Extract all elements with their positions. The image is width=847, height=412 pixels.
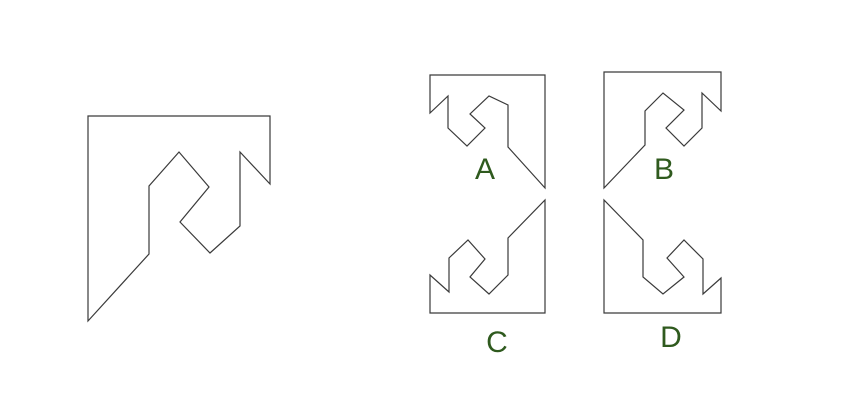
option-d[interactable]: D <box>603 198 722 354</box>
option-d-shape <box>603 198 722 314</box>
option-b-shape <box>603 71 722 190</box>
option-a[interactable]: A <box>429 74 546 190</box>
question-figure <box>87 115 271 323</box>
option-d-label: D <box>660 321 682 354</box>
question-shape <box>87 115 271 323</box>
option-a-label: A <box>475 153 495 186</box>
option-c[interactable]: C <box>429 198 546 359</box>
option-c-label: C <box>486 326 508 359</box>
option-a-shape <box>429 74 546 190</box>
option-b-label: B <box>654 153 674 186</box>
option-b[interactable]: B <box>603 71 722 190</box>
option-c-shape <box>429 198 546 314</box>
